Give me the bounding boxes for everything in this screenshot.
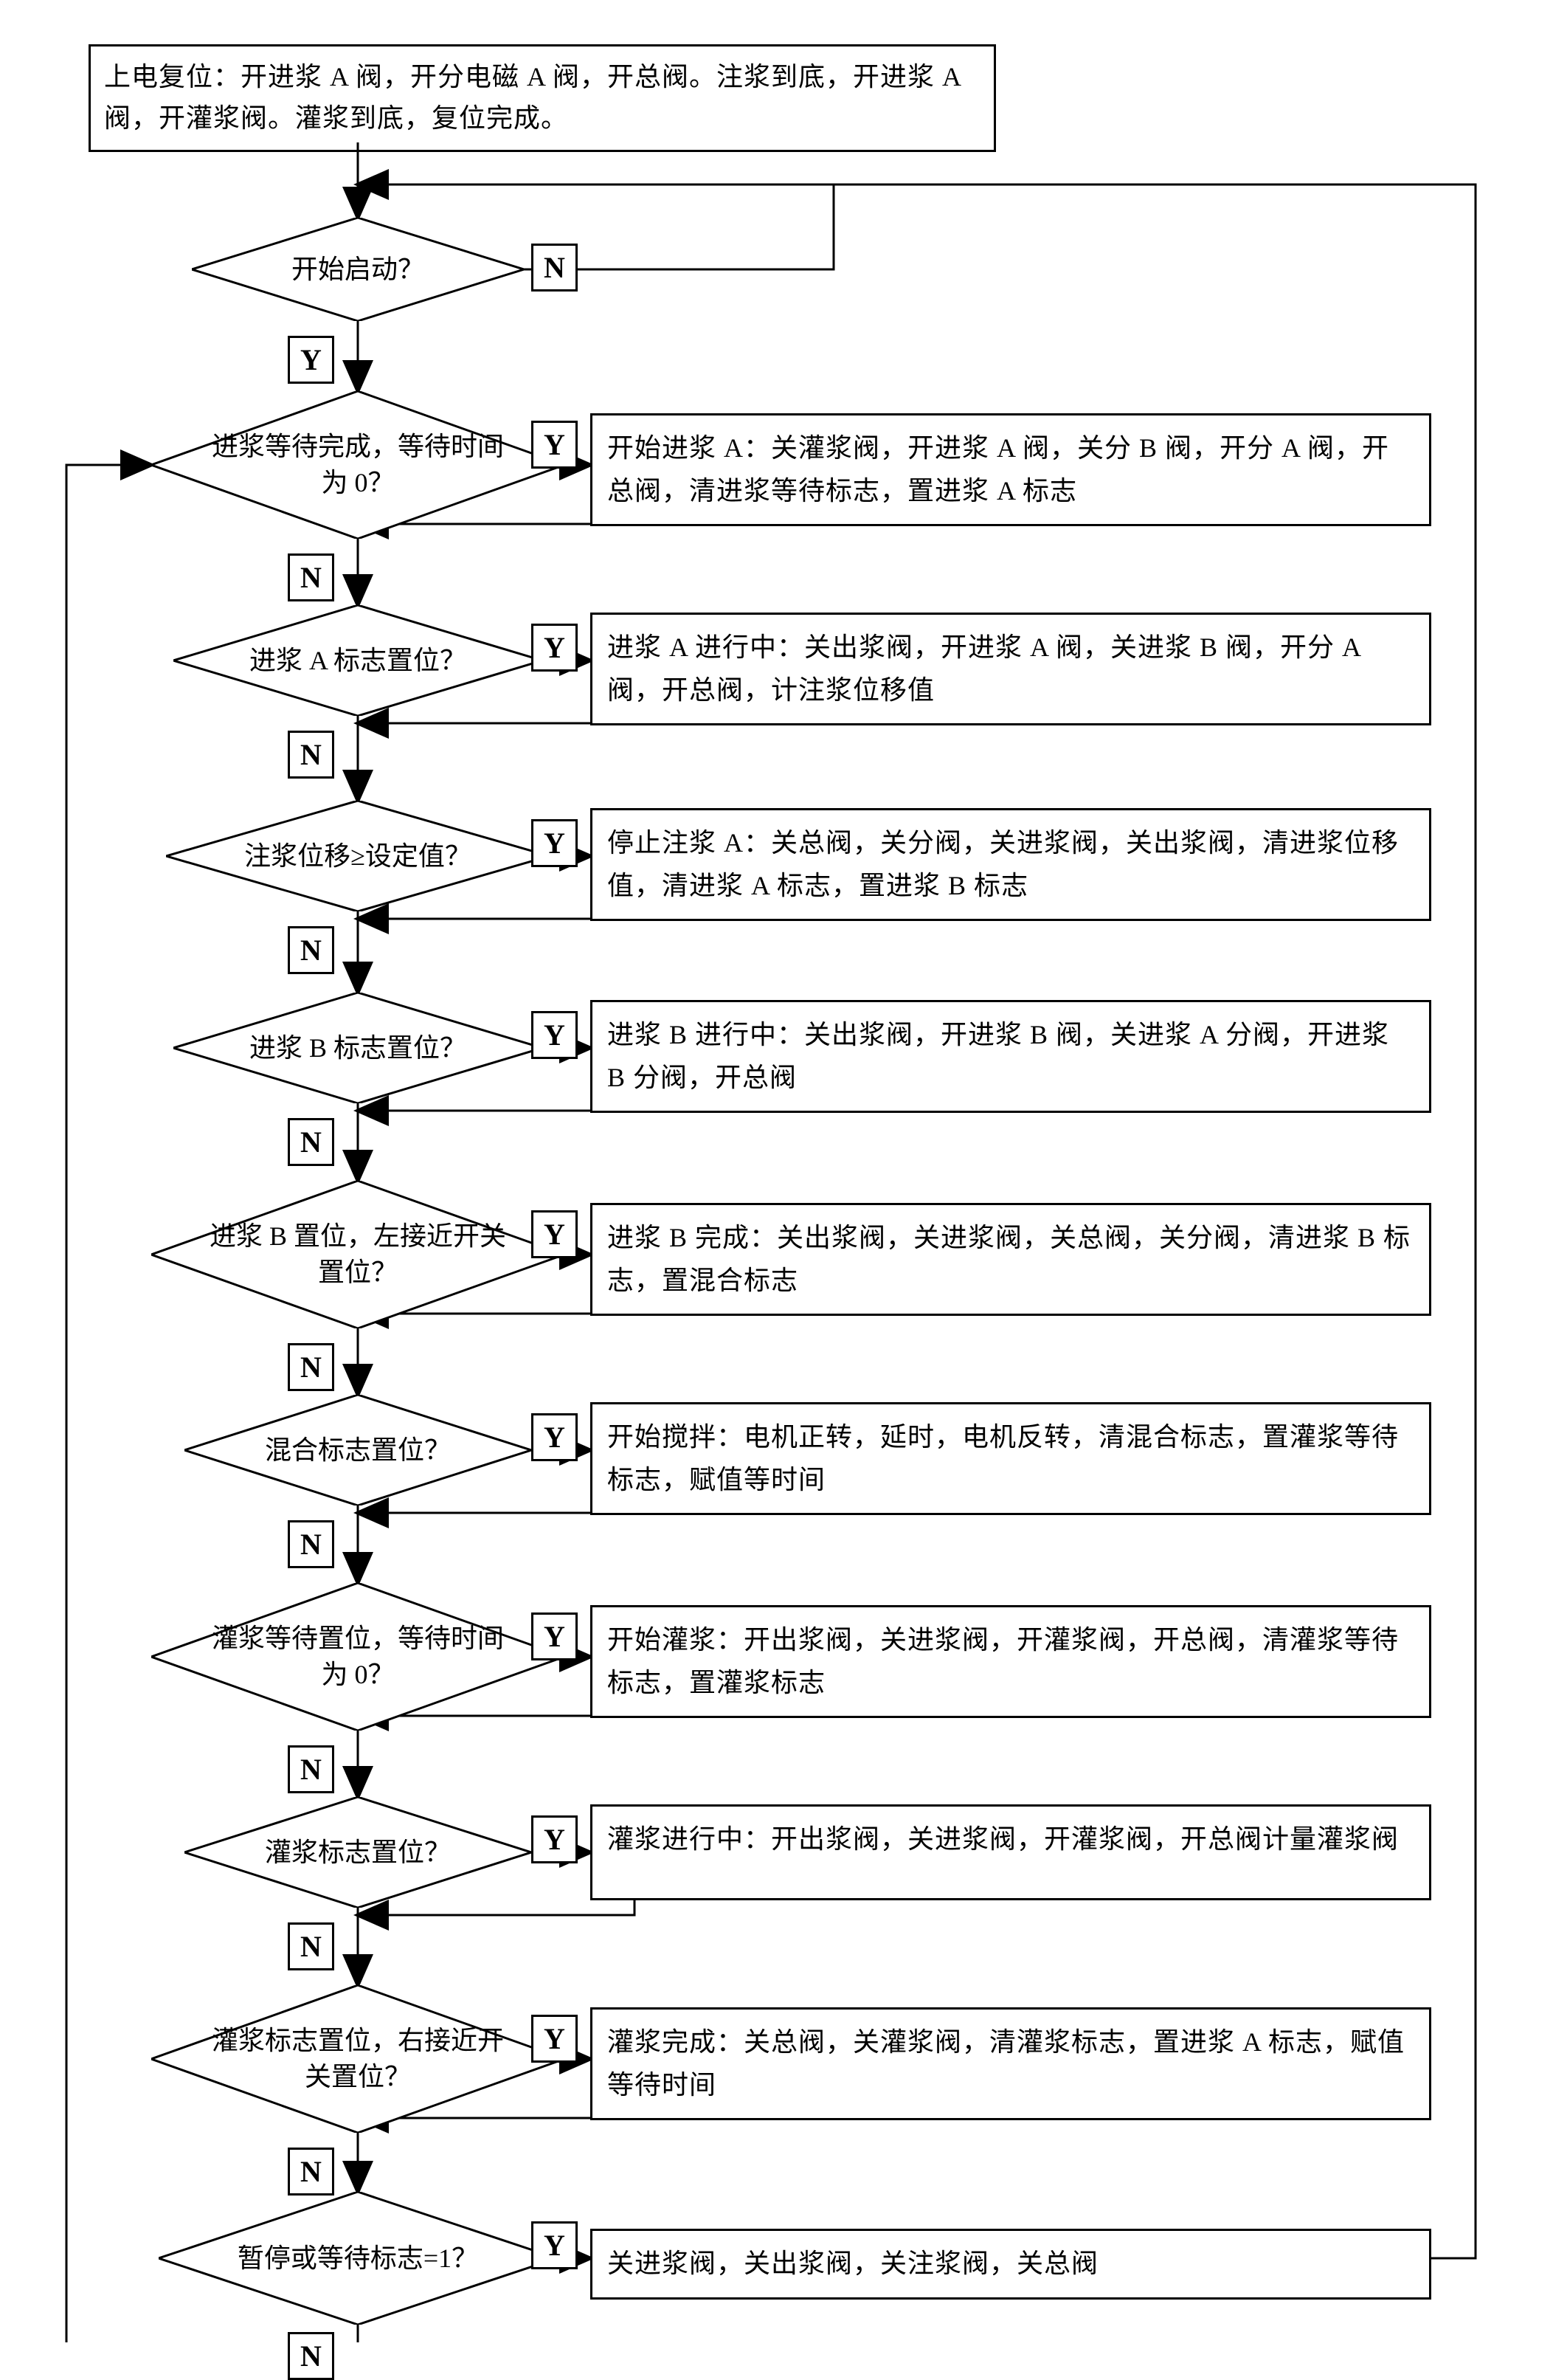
yes-label: Y	[288, 336, 334, 384]
decision-diamond: 灌浆标志置位，右接近开关置位？	[151, 1985, 564, 2133]
no-label: N	[288, 1118, 334, 1166]
yes-label: Y	[531, 421, 578, 469]
decision-text: 暂停或等待标志=1？	[159, 2192, 557, 2325]
yes-label: Y	[531, 1011, 578, 1059]
action-box: 进浆 B 完成：关出浆阀，关进浆阀，关总阀，关分阀，清进浆 B 标志，置混合标志	[590, 1203, 1431, 1316]
no-label: N	[531, 244, 578, 292]
decision-diamond: 进浆 B 置位，左接近开关置位？	[151, 1181, 564, 1328]
action-box: 灌浆进行中：开出浆阀，关进浆阀，开灌浆阀，开总阀计量灌浆阀	[590, 1804, 1431, 1900]
decision-diamond: 暂停或等待标志=1？	[159, 2192, 557, 2325]
yes-label: Y	[531, 2015, 578, 2063]
decision-text: 注浆位移≥设定值？	[166, 801, 550, 911]
no-label: N	[288, 731, 334, 779]
decision-text: 混合标志置位？	[184, 1395, 531, 1505]
action-box: 开始灌浆：开出浆阀，关进浆阀，开灌浆阀，开总阀，清灌浆等待标志，置灌浆标志	[590, 1605, 1431, 1718]
action-box: 开始进浆 A：关灌浆阀，开进浆 A 阀，关分 B 阀，开分 A 阀，开总阀，清进…	[590, 413, 1431, 526]
decision-diamond: 开始启动？	[192, 218, 524, 321]
no-label: N	[288, 2148, 334, 2196]
flowchart-root: 上电复位：开进浆 A 阀，开分电磁 A 阀，开总阀。注浆到底，开进浆 A 阀，开…	[0, 0, 1553, 2342]
yes-label: Y	[531, 1815, 578, 1863]
decision-text: 灌浆标志置位？	[184, 1797, 531, 1908]
decision-text: 进浆 B 标志置位？	[173, 993, 542, 1103]
no-label: N	[288, 553, 334, 601]
decision-text: 进浆等待完成，等待时间为 0？	[151, 391, 564, 539]
no-label: N	[288, 1520, 334, 1568]
decision-text: 进浆 B 置位，左接近开关置位？	[151, 1181, 564, 1328]
decision-diamond: 灌浆等待置位，等待时间为 0？	[151, 1583, 564, 1731]
no-label: N	[288, 1745, 334, 1793]
decision-diamond: 灌浆标志置位？	[184, 1797, 531, 1908]
action-box: 进浆 B 进行中：关出浆阀，开进浆 B 阀，关进浆 A 分阀，开进浆 B 分阀，…	[590, 1000, 1431, 1113]
no-label: N	[288, 2332, 334, 2380]
no-label: N	[288, 1922, 334, 1970]
no-label: N	[288, 1343, 334, 1391]
yes-label: Y	[531, 1210, 578, 1258]
decision-text: 进浆 A 标志置位？	[173, 605, 542, 716]
action-box: 灌浆完成：关总阀，关灌浆阀，清灌浆标志，置进浆 A 标志，赋值等待时间	[590, 2007, 1431, 2120]
yes-label: Y	[531, 1413, 578, 1461]
decision-diamond: 进浆 A 标志置位？	[173, 605, 542, 716]
decision-diamond: 进浆等待完成，等待时间为 0？	[151, 391, 564, 539]
no-label: N	[288, 926, 334, 974]
decision-diamond: 混合标志置位？	[184, 1395, 531, 1505]
decision-diamond: 注浆位移≥设定值？	[166, 801, 550, 911]
decision-text: 灌浆标志置位，右接近开关置位？	[151, 1985, 564, 2133]
yes-label: Y	[531, 2221, 578, 2269]
action-box: 关进浆阀，关出浆阀，关注浆阀，关总阀	[590, 2229, 1431, 2300]
yes-label: Y	[531, 1612, 578, 1660]
yes-label: Y	[531, 819, 578, 867]
action-box: 开始搅拌：电机正转，延时，电机反转，清混合标志，置灌浆等待标志，赋值等时间	[590, 1402, 1431, 1515]
decision-text: 开始启动？	[192, 218, 524, 321]
action-box: 停止注浆 A：关总阀，关分阀，关进浆阀，关出浆阀，清进浆位移值，清进浆 A 标志…	[590, 808, 1431, 921]
yes-label: Y	[531, 624, 578, 672]
decision-text: 灌浆等待置位，等待时间为 0？	[151, 1583, 564, 1731]
action-box: 进浆 A 进行中：关出浆阀，开进浆 A 阀，关进浆 B 阀，开分 A 阀，开总阀…	[590, 613, 1431, 725]
decision-diamond: 进浆 B 标志置位？	[173, 993, 542, 1103]
